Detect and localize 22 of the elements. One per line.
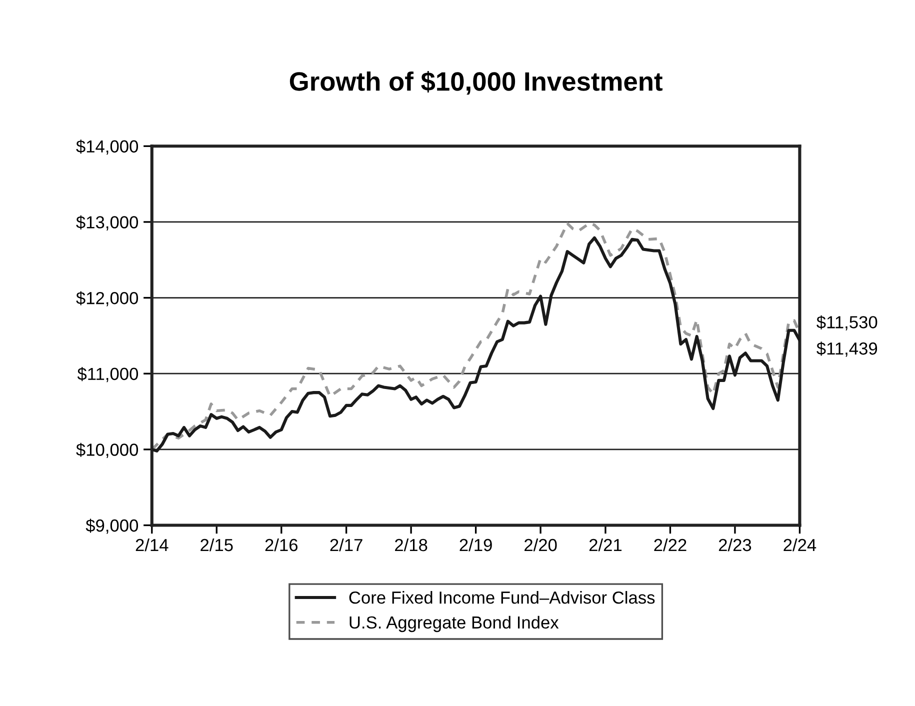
legend-label: Core Fixed Income Fund–Advisor Class	[349, 591, 655, 604]
x-tick-label: 2/14	[136, 538, 168, 552]
y-tick-label: $13,000	[76, 215, 138, 230]
x-tick-label: 2/21	[589, 538, 622, 552]
x-tick-label: 2/15	[200, 538, 233, 552]
y-tick-label: $11,000	[77, 367, 138, 382]
legend-label: U.S. Aggregate Bond Index	[350, 616, 559, 632]
annotation: $11,530	[816, 315, 878, 330]
x-tick-label: 2/23	[718, 538, 752, 552]
x-tick-label: 2/17	[330, 538, 362, 552]
y-tick-label: $9,000	[86, 518, 138, 534]
annotation: $11,439	[816, 342, 878, 357]
x-tick-label: 2/19	[460, 538, 492, 552]
y-tick-label: $14,000	[76, 140, 138, 155]
x-tick-label: 2/16	[265, 538, 298, 552]
x-tick-label: 2/20	[524, 538, 557, 552]
y-tick-label: $12,000	[76, 291, 138, 306]
x-tick-label: 2/22	[654, 538, 686, 552]
chart-title: Growth of $10,000 Investment	[290, 71, 662, 95]
x-tick-label: 2/18	[395, 538, 428, 552]
x-tick-label: 2/24	[784, 538, 816, 552]
y-tick-label: $10,000	[76, 442, 138, 458]
